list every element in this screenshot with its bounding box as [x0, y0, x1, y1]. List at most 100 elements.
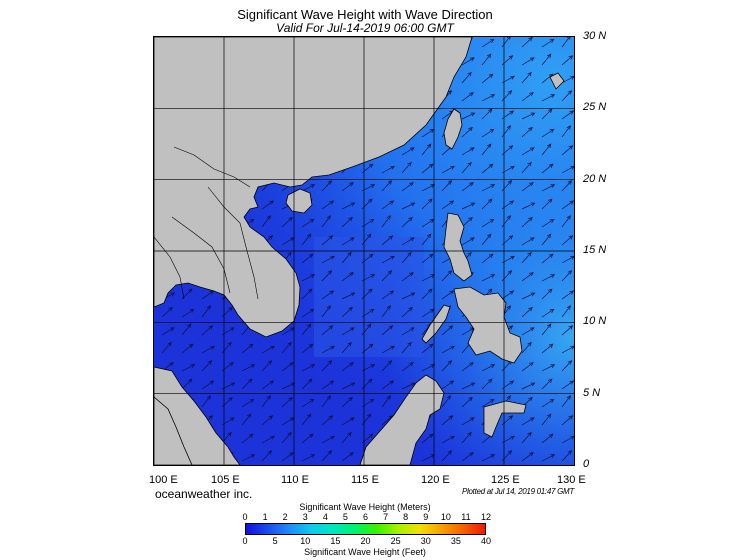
wave-arrow: [261, 200, 275, 210]
wave-arrow: [441, 165, 455, 174]
wave-arrow: [561, 75, 574, 84]
wave-arrow: [301, 343, 314, 354]
colorbar-feet-tick: 25: [390, 536, 401, 546]
wave-arrow: [341, 202, 356, 210]
wave-arrow: [501, 90, 513, 102]
wave-arrow: [501, 125, 511, 138]
wave-arrow: [261, 450, 273, 462]
wave-arrow: [521, 182, 534, 192]
wave-arrow: [521, 417, 535, 426]
wave-arrow: [561, 255, 574, 264]
wave-arrow: [401, 306, 413, 318]
wave-arrow: [541, 413, 552, 426]
wave-arrow: [321, 345, 335, 354]
wave-arrow: [561, 37, 571, 48]
wave-arrow: [381, 200, 395, 210]
wave-arrow: [461, 216, 473, 228]
wave-arrow: [541, 184, 556, 192]
wave-arrow: [481, 198, 493, 210]
wave-arrow: [341, 272, 354, 282]
wave-arrow: [301, 274, 316, 282]
wave-arrow: [281, 431, 292, 444]
wave-arrow: [521, 362, 534, 372]
colorbar-feet-tick: 10: [300, 536, 311, 546]
latitude-label: 20 N: [583, 172, 607, 185]
wave-arrow: [561, 380, 574, 390]
wave-arrow: [421, 364, 436, 372]
wave-arrow: [401, 147, 415, 156]
wave-arrow: [481, 218, 495, 228]
colorbar-meters-tick: 10: [440, 512, 451, 522]
wave-arrow: [181, 308, 195, 318]
wave-arrow: [541, 454, 556, 462]
latitude-label: 30 N: [583, 30, 607, 42]
wave-arrow: [161, 341, 172, 354]
wave-arrow: [541, 128, 555, 138]
mainland-china-land: [154, 37, 473, 338]
wave-arrow: [381, 345, 395, 354]
map-title: Significant Wave Height with Wave Direct…: [237, 7, 493, 22]
wave-arrow: [201, 305, 211, 318]
wave-arrow: [561, 360, 573, 372]
wave-arrow: [461, 161, 472, 174]
hainan-island: [285, 188, 313, 214]
wave-arrow: [481, 184, 496, 192]
wave-arrow: [441, 450, 453, 462]
wave-arrow: [341, 382, 356, 390]
japan-island: [549, 72, 565, 90]
wave-arrow: [521, 92, 534, 102]
wave-arrow: [481, 163, 494, 174]
wave-arrow: [381, 380, 395, 390]
latitude-label: 15 N: [583, 244, 607, 256]
wave-arrow: [561, 125, 571, 138]
wave-arrow: [461, 396, 473, 408]
wave-arrow: [241, 433, 254, 444]
wave-arrow: [521, 161, 532, 174]
wave-arrow: [221, 341, 232, 354]
wave-arrow: [501, 215, 511, 228]
sulawesi-island: [483, 400, 527, 438]
wave-arrow: [161, 306, 173, 318]
wave-arrow: [481, 364, 496, 372]
wave-arrow: [561, 345, 574, 354]
wave-arrow: [521, 341, 532, 354]
wave-arrow: [461, 417, 475, 426]
wave-arrow: [461, 92, 474, 102]
wave-arrow: [561, 165, 574, 174]
wave-arrow: [181, 364, 196, 372]
wave-arrow: [541, 398, 555, 408]
map-subtitle: Valid For Jul-14-2019 06:00 GMT: [276, 21, 454, 35]
colorbar-feet-tick: 30: [420, 536, 431, 546]
wave-arrow: [301, 398, 315, 408]
wave-arrow: [321, 180, 333, 192]
longitude-label: 125 E: [491, 474, 520, 486]
wave-arrow: [301, 218, 315, 228]
wave-arrow: [541, 163, 554, 174]
colorbar-feet-tick: 40: [480, 536, 492, 546]
wave-arrow: [201, 360, 213, 372]
wave-arrow: [361, 198, 373, 210]
wave-arrow: [441, 415, 454, 426]
wave-arrow: [561, 55, 574, 66]
wave-arrow: [201, 395, 211, 408]
wave-arrow: [401, 237, 415, 246]
wave-arrow: [341, 452, 354, 462]
wave-arrow: [181, 323, 192, 336]
colorbar-meters-tick: 1: [262, 512, 268, 522]
wave-arrow: [301, 413, 312, 426]
wave-arrow: [261, 435, 275, 444]
wave-arrow: [421, 163, 434, 174]
wave-arrow: [521, 202, 536, 210]
wave-arrow: [421, 274, 436, 282]
colorbar-meters-tick: 3: [302, 512, 308, 522]
wave-arrow: [521, 292, 536, 300]
colorbar-meters-tick: 6: [362, 512, 369, 522]
latitude-label: 5 N: [583, 386, 601, 399]
wave-arrow: [481, 143, 492, 156]
wave-arrow: [481, 274, 496, 282]
wave-arrow: [241, 378, 253, 390]
colorbar-feet-tick: 5: [272, 536, 278, 546]
country-borders: [154, 146, 259, 300]
wave-arrow: [361, 378, 373, 390]
wave-arrow: [421, 288, 433, 300]
